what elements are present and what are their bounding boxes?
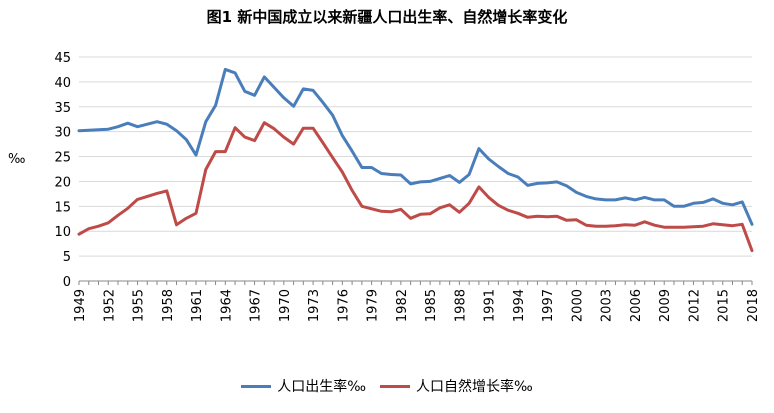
y-tick-label: 45 bbox=[54, 51, 71, 66]
x-tick-label: 1958 bbox=[161, 289, 176, 322]
y-tick-label: 10 bbox=[54, 225, 71, 240]
x-tick-label: 1985 bbox=[424, 289, 439, 322]
legend: 人口出生率‰ 人口自然增长率‰ bbox=[0, 376, 774, 396]
legend-swatch bbox=[241, 384, 272, 388]
x-tick-label: 1967 bbox=[249, 289, 264, 322]
x-tick-label: 1976 bbox=[336, 289, 351, 322]
x-tick-label: 1997 bbox=[541, 289, 556, 322]
legend-label: 人口出生率‰ bbox=[277, 379, 366, 395]
x-tick-label: 1991 bbox=[483, 289, 498, 322]
series-lines bbox=[77, 67, 754, 253]
x-tick-label: 1994 bbox=[512, 289, 527, 322]
series-line-2 bbox=[77, 121, 754, 253]
y-tick-label: 35 bbox=[54, 101, 71, 116]
x-tick-label: 1970 bbox=[278, 289, 293, 322]
x-tick-label: 2006 bbox=[629, 289, 644, 322]
series-line-1 bbox=[77, 67, 754, 226]
y-tick-label: 40 bbox=[54, 76, 71, 91]
x-tick-label: 1961 bbox=[190, 289, 205, 322]
x-tick-label: 2012 bbox=[687, 289, 702, 322]
y-tick-label: 30 bbox=[54, 126, 71, 141]
x-tick-label: 1964 bbox=[219, 289, 234, 322]
y-axis-label: ‰ bbox=[8, 152, 25, 167]
x-tick-label: 1982 bbox=[395, 289, 410, 322]
x-tick-label: 1949 bbox=[73, 289, 88, 322]
y-tick-label: 25 bbox=[54, 151, 71, 166]
y-tick-label: 0 bbox=[63, 275, 71, 290]
legend-swatch bbox=[380, 384, 410, 388]
x-tick-label: 2000 bbox=[570, 289, 585, 322]
chart-title: 图1 新中国成立以来新疆人口出生率、自然增长率变化 bbox=[206, 8, 568, 26]
y-tick-label: 15 bbox=[54, 200, 71, 215]
x-tick-label: 1988 bbox=[453, 289, 468, 322]
axes: 0 5 10 15 20 25 30 35 40 45 1949 1952 1955 1958 1961 19… bbox=[54, 51, 761, 322]
gridlines bbox=[79, 56, 752, 282]
x-tick-label: 2009 bbox=[658, 289, 673, 322]
x-tick-label: 1979 bbox=[366, 289, 381, 322]
x-tick-label: 1952 bbox=[102, 289, 117, 322]
legend-item-1: 人口出生率‰ bbox=[241, 376, 366, 396]
legend-label: 人口自然增长率‰ bbox=[416, 379, 533, 395]
y-tick-label: 5 bbox=[63, 250, 71, 265]
x-tick-label: 2003 bbox=[600, 289, 615, 322]
x-tick-label: 2018 bbox=[746, 289, 761, 322]
legend-item-2: 人口自然增长率‰ bbox=[380, 376, 533, 396]
y-tick-label: 20 bbox=[54, 175, 71, 190]
x-tick-label: 1955 bbox=[132, 289, 147, 322]
x-tick-label: 2015 bbox=[717, 289, 732, 322]
x-tick-label: 1973 bbox=[307, 289, 322, 322]
